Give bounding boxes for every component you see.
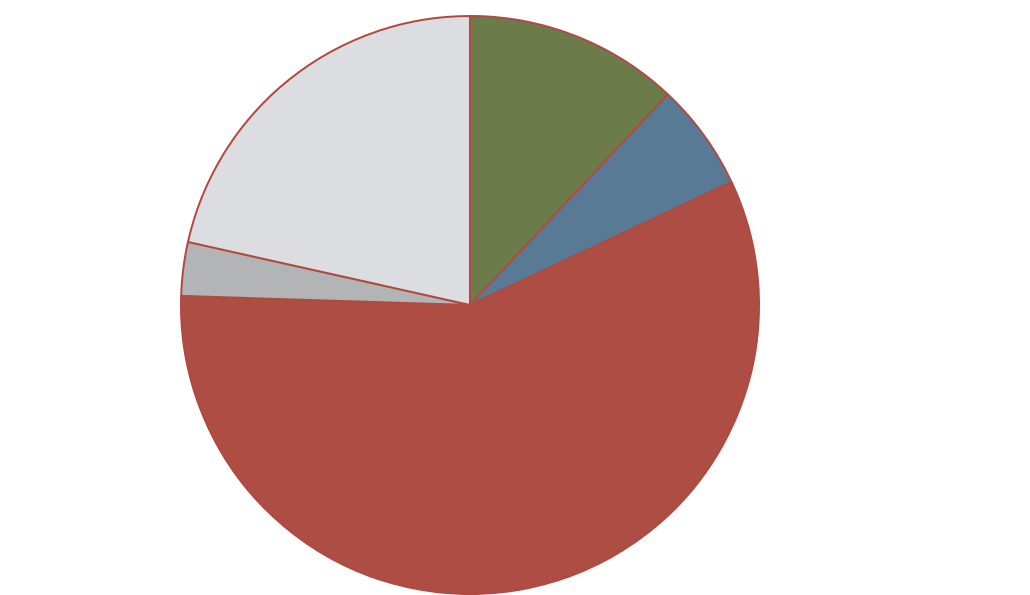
pie-slice <box>180 180 761 595</box>
pie-slice <box>186 15 471 306</box>
pie-slice <box>469 15 669 306</box>
